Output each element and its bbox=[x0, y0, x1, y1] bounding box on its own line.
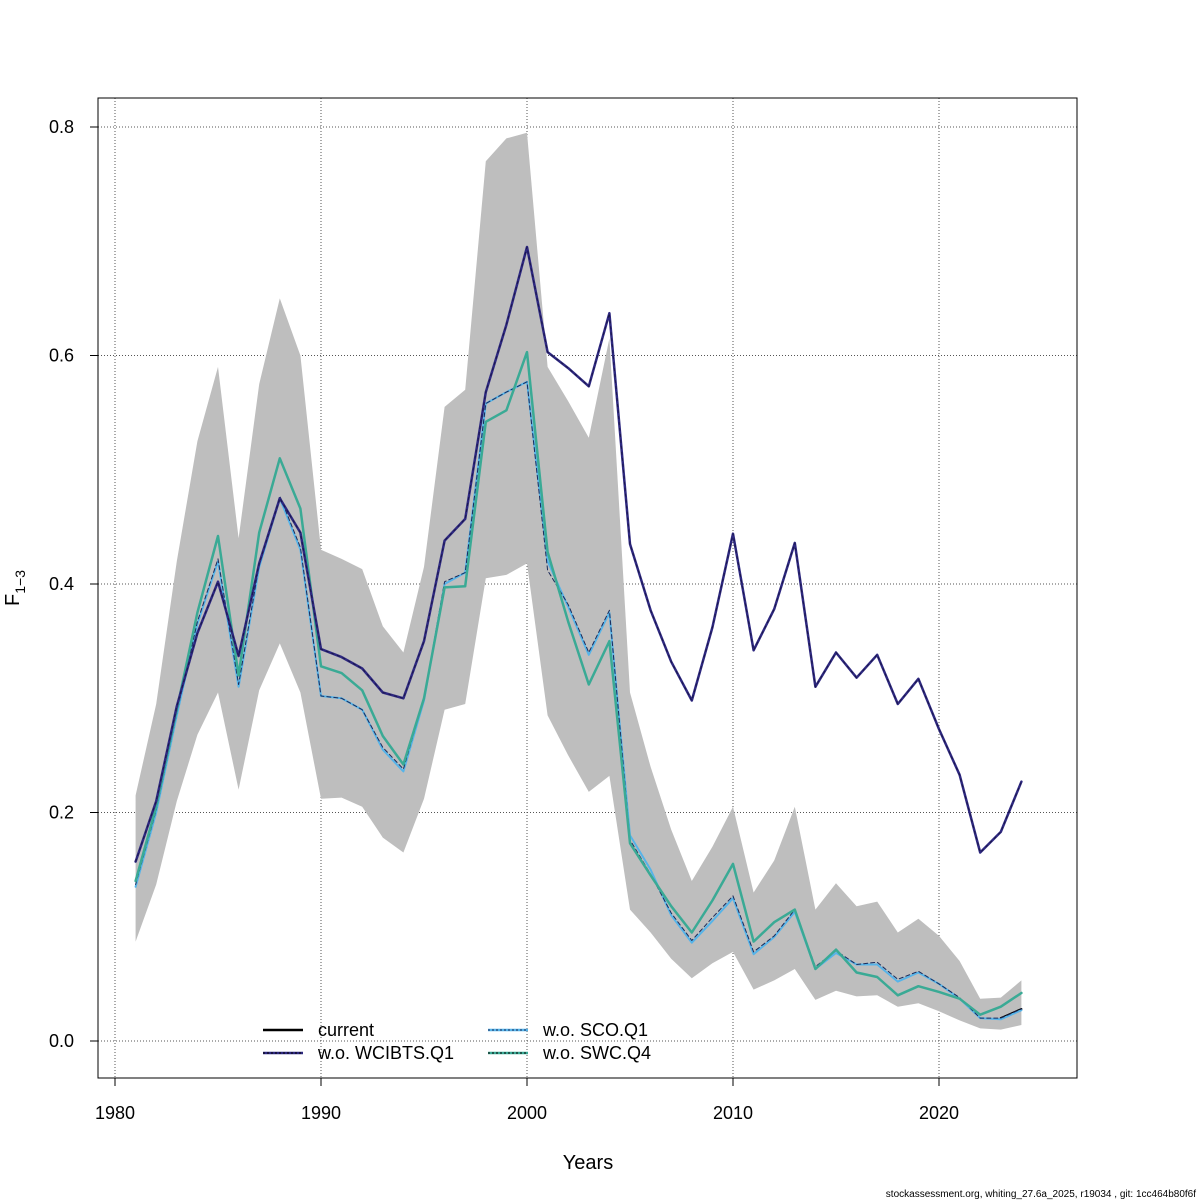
y-axis-title-main: F bbox=[2, 594, 24, 606]
x-tick-label-2020: 2020 bbox=[919, 1103, 959, 1123]
series-line-w-o-sco-q1 bbox=[134, 380, 1023, 1021]
y-axis-title-subscript: 1−3 bbox=[12, 570, 28, 594]
legend-label-w-o-sco-q1: w.o. SCO.Q1 bbox=[542, 1020, 648, 1040]
confidence-band-area bbox=[135, 132, 1022, 1030]
y-tick-label-2: 0.4 bbox=[49, 574, 74, 594]
series-lines bbox=[134, 245, 1023, 1021]
y-tick-label-0: 0.0 bbox=[49, 1031, 74, 1051]
footer-note: stockassessment.org, whiting_27.6a_2025,… bbox=[886, 1189, 1196, 1200]
x-axis-title: Years bbox=[563, 1152, 613, 1174]
x-tick-label-2000: 2000 bbox=[507, 1103, 547, 1123]
y-axis: 0.0 0.2 0.4 0.6 0.8 bbox=[49, 117, 98, 1051]
legend: current w.o. WCIBTS.Q1 w.o. SCO.Q1 w.o. SWC… bbox=[263, 1020, 651, 1063]
y-tick-label-4: 0.8 bbox=[49, 117, 74, 137]
x-tick-label-2010: 2010 bbox=[713, 1103, 753, 1123]
x-tick-label-1990: 1990 bbox=[301, 1103, 341, 1123]
confidence-band bbox=[135, 132, 1022, 1030]
x-axis: 1980 1990 2000 2010 2020 bbox=[95, 1078, 959, 1123]
y-tick-label-3: 0.6 bbox=[49, 346, 74, 366]
legend-label-w-o-swc-q4: w.o. SWC.Q4 bbox=[542, 1043, 651, 1063]
legend-label-w-o-wcibts-q1: w.o. WCIBTS.Q1 bbox=[317, 1043, 454, 1063]
series-line-w-o-swc-q4 bbox=[134, 350, 1023, 1016]
x-tick-label-1980: 1980 bbox=[95, 1103, 135, 1123]
legend-label-current: current bbox=[318, 1020, 374, 1040]
y-axis-title: F1−3 bbox=[2, 570, 28, 606]
series-line-w-o-wcibts-q1 bbox=[134, 245, 1023, 863]
y-tick-label-1: 0.2 bbox=[49, 803, 74, 823]
plot-frame bbox=[97, 97, 1078, 1079]
